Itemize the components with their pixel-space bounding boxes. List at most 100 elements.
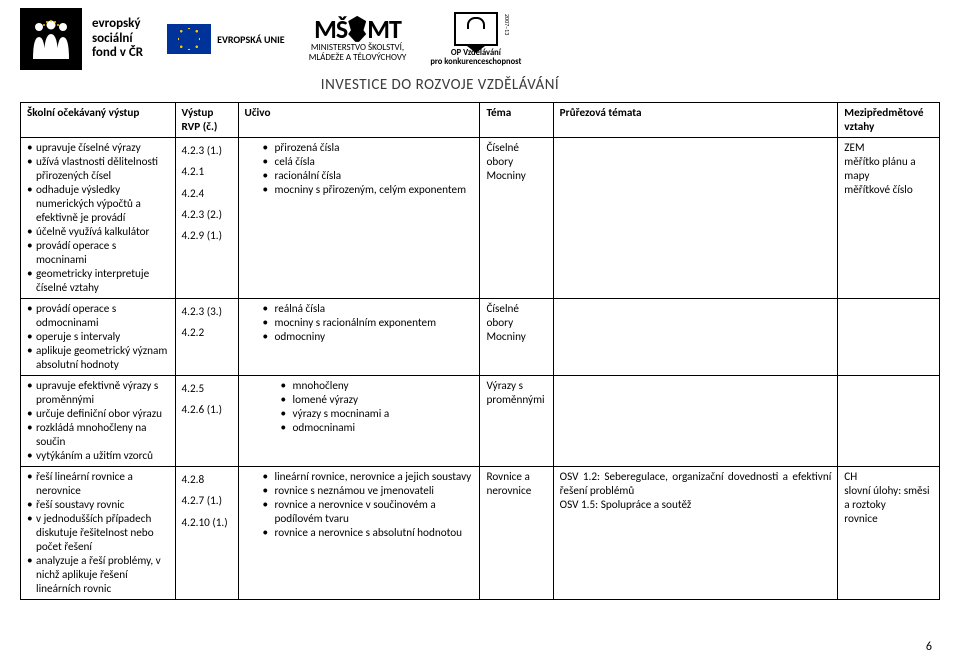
code: 4.2.6 (1.) — [182, 400, 232, 421]
list-item: operuje s intervaly — [27, 330, 169, 344]
eu-text: EVROPSKÁ UNIE — [217, 33, 285, 46]
esf-icon — [20, 8, 82, 70]
msmt-icon: MŠMT — [314, 16, 401, 43]
tema-line: Mocniny — [486, 169, 546, 183]
list-item: vytýkáním a užitím vzorců — [27, 449, 169, 463]
cell-tema: ČíselnéoboryMocniny — [480, 138, 553, 299]
tema-line: Číselné — [486, 141, 546, 155]
cell-pruz — [553, 299, 838, 376]
tema-line: Číselné — [486, 302, 546, 316]
mez-line: ZEM — [844, 141, 933, 155]
list-item: odhaduje výsledky numerických výpočtů a … — [27, 183, 169, 225]
list-item: mocniny s racionálním exponentem — [263, 316, 474, 330]
list-item: upravuje číselné výrazy — [27, 141, 169, 155]
esf-text: evropský sociální fond v ČR — [92, 17, 143, 62]
header-logos: evropský sociální fond v ČR EVROPSKÁ UNI… — [20, 8, 940, 70]
cell-tema: ČíselnéoboryMocniny — [480, 299, 553, 376]
list-item: analyzuje a řeší problémy, v nichž aplik… — [27, 554, 169, 596]
list-item: určuje definiční obor výrazu — [27, 407, 169, 421]
tema-line: Rovnice a — [486, 470, 546, 484]
list-item: účelně využívá kalkulátor — [27, 225, 169, 239]
list-item: odmocniny — [263, 330, 474, 344]
page-number: 6 — [926, 640, 932, 654]
msmt-line2: MLÁDEŽE A TĚLOVÝCHOVY — [309, 53, 407, 62]
mez-line: měřítkové číslo — [844, 183, 933, 197]
tagline: INVESTICE DO ROZVOJE VZDĚLÁVÁNÍ — [160, 76, 720, 94]
mez-line: slovní úlohy: směsi a roztoky — [844, 484, 933, 512]
cell-codes: 4.2.3 (3.)4.2.2 — [175, 299, 238, 376]
th-mez: Mezipředmětové vztahy — [838, 103, 940, 138]
tema-line: nerovnice — [486, 484, 546, 498]
pruz-line: OSV 1.2: Seberegulace, organizační doved… — [560, 470, 832, 498]
th-outcome: Školní očekávaný výstup — [21, 103, 176, 138]
cell-pruz: OSV 1.2: Seberegulace, organizační doved… — [553, 467, 838, 600]
cell-tema: Rovnice anerovnice — [480, 467, 553, 600]
tema-line: obory — [486, 316, 546, 330]
cell-ucivo: mnohočlenylomené výrazyvýrazy s mocninam… — [238, 376, 480, 467]
cell-tema: Výrazy sproměnnými — [480, 376, 553, 467]
cell-codes: 4.2.3 (1.)4.2.14.2.44.2.3 (2.)4.2.9 (1.) — [175, 138, 238, 299]
list-item: celá čísla — [263, 155, 474, 169]
list-item: lineární rovnice, nerovnice a jejich sou… — [263, 470, 474, 484]
code: 4.2.3 (2.) — [182, 205, 232, 226]
esf-line1: evropský — [92, 17, 143, 32]
code: 4.2.3 (1.) — [182, 141, 232, 162]
code: 4.2.9 (1.) — [182, 226, 232, 247]
cell-mez: CHslovní úlohy: směsi a roztokyrovnice — [838, 467, 940, 600]
list-item: upravuje efektivně výrazy s proměnnými — [27, 379, 169, 407]
list-item: výrazy s mocninami a — [281, 407, 474, 421]
cell-mez: ZEMměřítko plánu a mapyměřítkové číslo — [838, 138, 940, 299]
list-item: provádí operace s mocninami — [27, 239, 169, 267]
cell-codes: 4.2.84.2.7 (1.)4.2.10 (1.) — [175, 467, 238, 600]
table-row: upravuje číselné výrazyužívá vlastnosti … — [21, 138, 940, 299]
list-item: rovnice s neznámou ve jmenovateli — [263, 484, 474, 498]
list-item: přirozená čísla — [263, 141, 474, 155]
cell-outcomes: řeší lineární rovnice a nerovniceřeší so… — [21, 467, 176, 600]
esf-line3: fond v ČR — [92, 46, 143, 61]
mez-line: měřítko plánu a mapy — [844, 155, 933, 183]
cell-mez — [838, 376, 940, 467]
list-item: rovnice a nerovnice v součinovém a podíl… — [263, 498, 474, 526]
table-row: řeší lineární rovnice a nerovniceřeší so… — [21, 467, 940, 600]
cell-pruz — [553, 376, 838, 467]
tema-line: Výrazy s — [486, 379, 546, 393]
list-item: geometricky interpretuje číselné vztahy — [27, 267, 169, 295]
list-item: rovnice a nerovnice s absolutní hodnotou — [263, 526, 474, 540]
cell-ucivo: reálná číslamocniny s racionálním expone… — [238, 299, 480, 376]
pruz-line: OSV 1.5: Spolupráce a soutěž — [560, 498, 832, 512]
th-pruz: Průřezová témata — [553, 103, 838, 138]
list-item: racionální čísla — [263, 169, 474, 183]
list-item: řeší lineární rovnice a nerovnice — [27, 470, 169, 498]
logo-esf: evropský sociální fond v ČR — [20, 8, 143, 70]
th-tema: Téma — [480, 103, 553, 138]
th-rvp: Výstup RVP (č.) — [175, 103, 238, 138]
code: 4.2.2 — [182, 323, 232, 344]
cell-codes: 4.2.54.2.6 (1.) — [175, 376, 238, 467]
table-row: provádí operace s odmocninamioperuje s i… — [21, 299, 940, 376]
curriculum-table: Školní očekávaný výstup Výstup RVP (č.) … — [20, 102, 940, 600]
list-item: reálná čísla — [263, 302, 474, 316]
list-item: rozkládá mnohočleny na součin — [27, 421, 169, 449]
logo-msmt: MŠMT MINISTERSTVO ŠKOLSTVÍ, MLÁDEŽE A TĚ… — [309, 16, 407, 62]
list-item: řeší soustavy rovnic — [27, 498, 169, 512]
list-item: mnohočleny — [281, 379, 474, 393]
code: 4.2.1 — [182, 162, 232, 183]
code: 4.2.3 (3.) — [182, 302, 232, 323]
opvk-year: 2007–13 — [504, 14, 510, 35]
table-header-row: Školní očekávaný výstup Výstup RVP (č.) … — [21, 103, 940, 138]
cell-ucivo: přirozená číslacelá číslaracionální čísl… — [238, 138, 480, 299]
mez-line: CH — [844, 470, 933, 484]
mez-line: rovnice — [844, 512, 933, 526]
tema-line: proměnnými — [486, 393, 546, 407]
logo-eu: EVROPSKÁ UNIE — [167, 24, 285, 54]
code: 4.2.4 — [182, 184, 232, 205]
cell-ucivo: lineární rovnice, nerovnice a jejich sou… — [238, 467, 480, 600]
list-item: lomené výrazy — [281, 393, 474, 407]
code: 4.2.8 — [182, 470, 232, 491]
list-item: užívá vlastnosti dělitelnosti přirozenýc… — [27, 155, 169, 183]
list-item: provádí operace s odmocninami — [27, 302, 169, 330]
list-item: odmocninami — [281, 421, 474, 435]
code: 4.2.10 (1.) — [182, 513, 232, 534]
list-item: mocniny s přirozeným, celým exponentem — [263, 183, 474, 197]
tema-line: Mocniny — [486, 330, 546, 344]
